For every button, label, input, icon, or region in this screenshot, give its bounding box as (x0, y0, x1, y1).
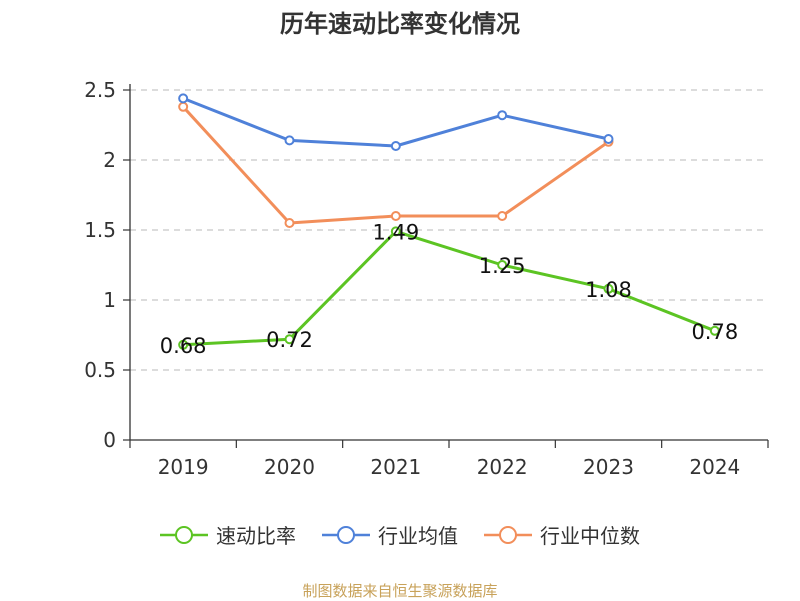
data-point (709, 325, 720, 336)
legend-item-industry-mean[interactable]: 行业均值 (322, 520, 458, 549)
data-point (390, 226, 401, 237)
legend: 速动比率 行业均值 行业中位数 (0, 520, 800, 549)
data-label: 0.68 (160, 334, 207, 358)
x-tick-label: 2024 (689, 455, 740, 479)
legend-label: 行业均值 (378, 524, 458, 548)
legend-marker-quick-ratio (160, 525, 208, 544)
data-point (497, 211, 508, 221)
x-tick-label: 2022 (477, 455, 528, 479)
data-point (390, 211, 401, 221)
line-chart: 0 0.5 1 1.5 2 2.5 2019 2020 2021 2022 2023 2024 0.6… (84, 78, 769, 479)
x-tick-label: 2021 (370, 455, 421, 479)
legend-label: 速动比率 (216, 524, 296, 548)
y-tick-label: 0.5 (84, 358, 116, 382)
data-point (284, 334, 295, 345)
y-tick-label: 0 (103, 428, 116, 452)
legend-marker-industry-mean (322, 525, 370, 544)
data-point (497, 110, 508, 121)
y-tick-label: 1 (103, 288, 116, 312)
y-tick-label: 2.5 (84, 78, 116, 102)
data-point (284, 218, 295, 228)
data-label: 1.49 (372, 220, 419, 244)
series-lines (178, 93, 720, 350)
data-point (390, 141, 401, 151)
data-point (284, 135, 295, 146)
y-tick-label: 1.5 (84, 218, 116, 242)
series-line (182, 97, 609, 148)
data-point (178, 339, 189, 350)
data-label: 0.72 (266, 328, 313, 352)
data-point (178, 93, 189, 104)
data-labels: 0.68 0.72 1.49 1.25 1.08 0.78 (160, 220, 738, 357)
data-label: 1.08 (585, 278, 632, 302)
legend-item-industry-median[interactable]: 行业中位数 (484, 520, 640, 549)
source-note: 制图数据来自恒生聚源数据库 (302, 582, 498, 600)
data-point (603, 134, 614, 144)
data-point (178, 101, 189, 112)
x-tick-label: 2019 (158, 455, 209, 479)
data-point (497, 260, 508, 270)
data-label: 0.78 (691, 320, 738, 344)
gridlines (130, 89, 768, 371)
chart-title: 历年速动比率变化情况 (280, 10, 520, 38)
x-tick-label: 2020 (264, 455, 315, 479)
data-point (603, 283, 614, 294)
data-label: 1.25 (479, 254, 526, 278)
x-tick-label: 2023 (583, 455, 634, 479)
series-line (183, 229, 716, 347)
legend-label: 行业中位数 (540, 524, 640, 548)
axes: 0 0.5 1 1.5 2 2.5 2019 2020 2021 2022 2023 2024 (84, 78, 769, 479)
y-tick-label: 2 (103, 148, 116, 172)
legend-marker-industry-median (484, 525, 532, 544)
legend-item-quick-ratio[interactable]: 速动比率 (160, 520, 296, 549)
